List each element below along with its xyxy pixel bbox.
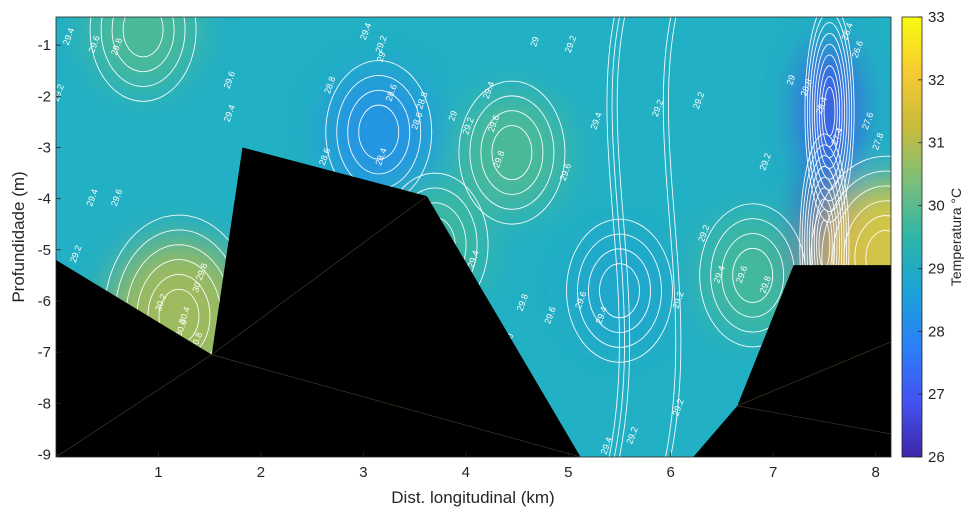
isotherm-line bbox=[616, 17, 631, 457]
y-tick-label: -4 bbox=[38, 191, 51, 208]
isotherm-line bbox=[458, 80, 566, 225]
x-tick-label: 5 bbox=[564, 464, 572, 481]
plot-frame bbox=[55, 16, 892, 458]
x-tick-label: 2 bbox=[257, 464, 265, 481]
isotherm-line bbox=[721, 233, 785, 318]
terrain-seam bbox=[211, 195, 428, 355]
isotherm-line bbox=[606, 17, 620, 457]
colorbar-swatch bbox=[901, 16, 923, 458]
x-tick-label: 3 bbox=[359, 464, 367, 481]
isotherm-line bbox=[111, 17, 175, 73]
isotherm-line bbox=[100, 17, 186, 87]
colorbar-tick-label: 33 bbox=[928, 9, 945, 26]
isotherm-line bbox=[89, 17, 197, 102]
isotherm-line bbox=[491, 125, 533, 181]
x-tick-label: 1 bbox=[154, 464, 162, 481]
x-tick-label: 7 bbox=[769, 464, 777, 481]
isotherm-label: 30 bbox=[190, 281, 203, 294]
isotherm-line bbox=[732, 247, 774, 303]
y-tick-label: -6 bbox=[38, 293, 51, 310]
y-axis-label: Profundidade (m) bbox=[9, 171, 28, 302]
x-tick-label: 8 bbox=[871, 464, 879, 481]
isotherm-line bbox=[662, 17, 677, 457]
isotherm-line bbox=[480, 110, 544, 195]
isotherm-line bbox=[358, 104, 400, 160]
terrain-seam bbox=[737, 341, 891, 407]
isotherm-line bbox=[611, 17, 625, 457]
isotherm-line bbox=[469, 95, 555, 210]
isotherm-line bbox=[806, 17, 853, 212]
isotherm-label: 29 bbox=[528, 35, 541, 48]
y-axis: -1 -2 -3 -4 -5 -6 -7 -8 -9 bbox=[38, 37, 61, 463]
x-axis-label: Dist. longitudinal (km) bbox=[391, 488, 554, 507]
y-tick-label: -7 bbox=[38, 344, 51, 361]
isotherm-line bbox=[804, 17, 855, 223]
seabed-terrain bbox=[56, 147, 891, 457]
isotherm-line bbox=[816, 54, 843, 169]
isotherm-label: 29 bbox=[784, 74, 797, 87]
isotherm-line bbox=[814, 43, 845, 180]
colorbar: 26 27 28 29 30 31 32 33 Temperatura °C bbox=[901, 9, 964, 466]
isotherm-label: 29.2 bbox=[51, 83, 66, 103]
x-axis: 1 2 3 4 5 6 7 8 bbox=[154, 452, 880, 481]
field-feature-cool bbox=[323, 71, 434, 193]
y-tick-label: -2 bbox=[38, 88, 51, 105]
colorbar-tick-label: 27 bbox=[928, 386, 945, 403]
colorbar-label: Temperatura °C bbox=[948, 188, 964, 286]
field-feature-cool bbox=[801, 44, 858, 179]
x-tick-label: 4 bbox=[462, 464, 470, 481]
isotherm-line bbox=[809, 22, 850, 202]
bathymetry-mask bbox=[56, 147, 891, 457]
colorbar-tick-label: 29 bbox=[928, 260, 945, 277]
colorbar-tick-label: 31 bbox=[928, 135, 945, 152]
field-feature-warm bbox=[88, 17, 199, 91]
y-tick-label: -9 bbox=[38, 446, 51, 463]
isotherm-label: 29 bbox=[375, 50, 388, 63]
field-feature-warm bbox=[456, 92, 567, 214]
terrain-seam bbox=[211, 354, 581, 457]
colorbar-tick-label: 30 bbox=[928, 198, 945, 215]
field-feature-cool bbox=[564, 230, 675, 352]
colorbar-tick-label: 28 bbox=[928, 323, 945, 340]
isotherm-line bbox=[122, 17, 164, 58]
y-tick-label: -5 bbox=[38, 242, 51, 259]
colorbar-tick-label: 26 bbox=[928, 449, 945, 466]
y-tick-label: -1 bbox=[38, 37, 51, 54]
isotherm-line bbox=[347, 89, 411, 175]
isotherm-label: 29 bbox=[446, 109, 459, 122]
colorbar-tick-label: 32 bbox=[928, 72, 945, 89]
colorbar-ticks: 26 27 28 29 30 31 32 33 bbox=[918, 9, 945, 466]
y-tick-label: -8 bbox=[38, 395, 51, 412]
isotherm-line bbox=[599, 263, 640, 319]
y-tick-label: -3 bbox=[38, 139, 51, 156]
terrain-seam bbox=[737, 405, 891, 435]
isotherm-line bbox=[818, 65, 841, 159]
plot-area: 29.4 29.6 29.829.229.4 29.629.229.629.429.4… bbox=[51, 17, 891, 457]
terrain-seam bbox=[56, 354, 212, 457]
isotherm-line bbox=[667, 17, 682, 457]
x-tick-label: 6 bbox=[667, 464, 675, 481]
